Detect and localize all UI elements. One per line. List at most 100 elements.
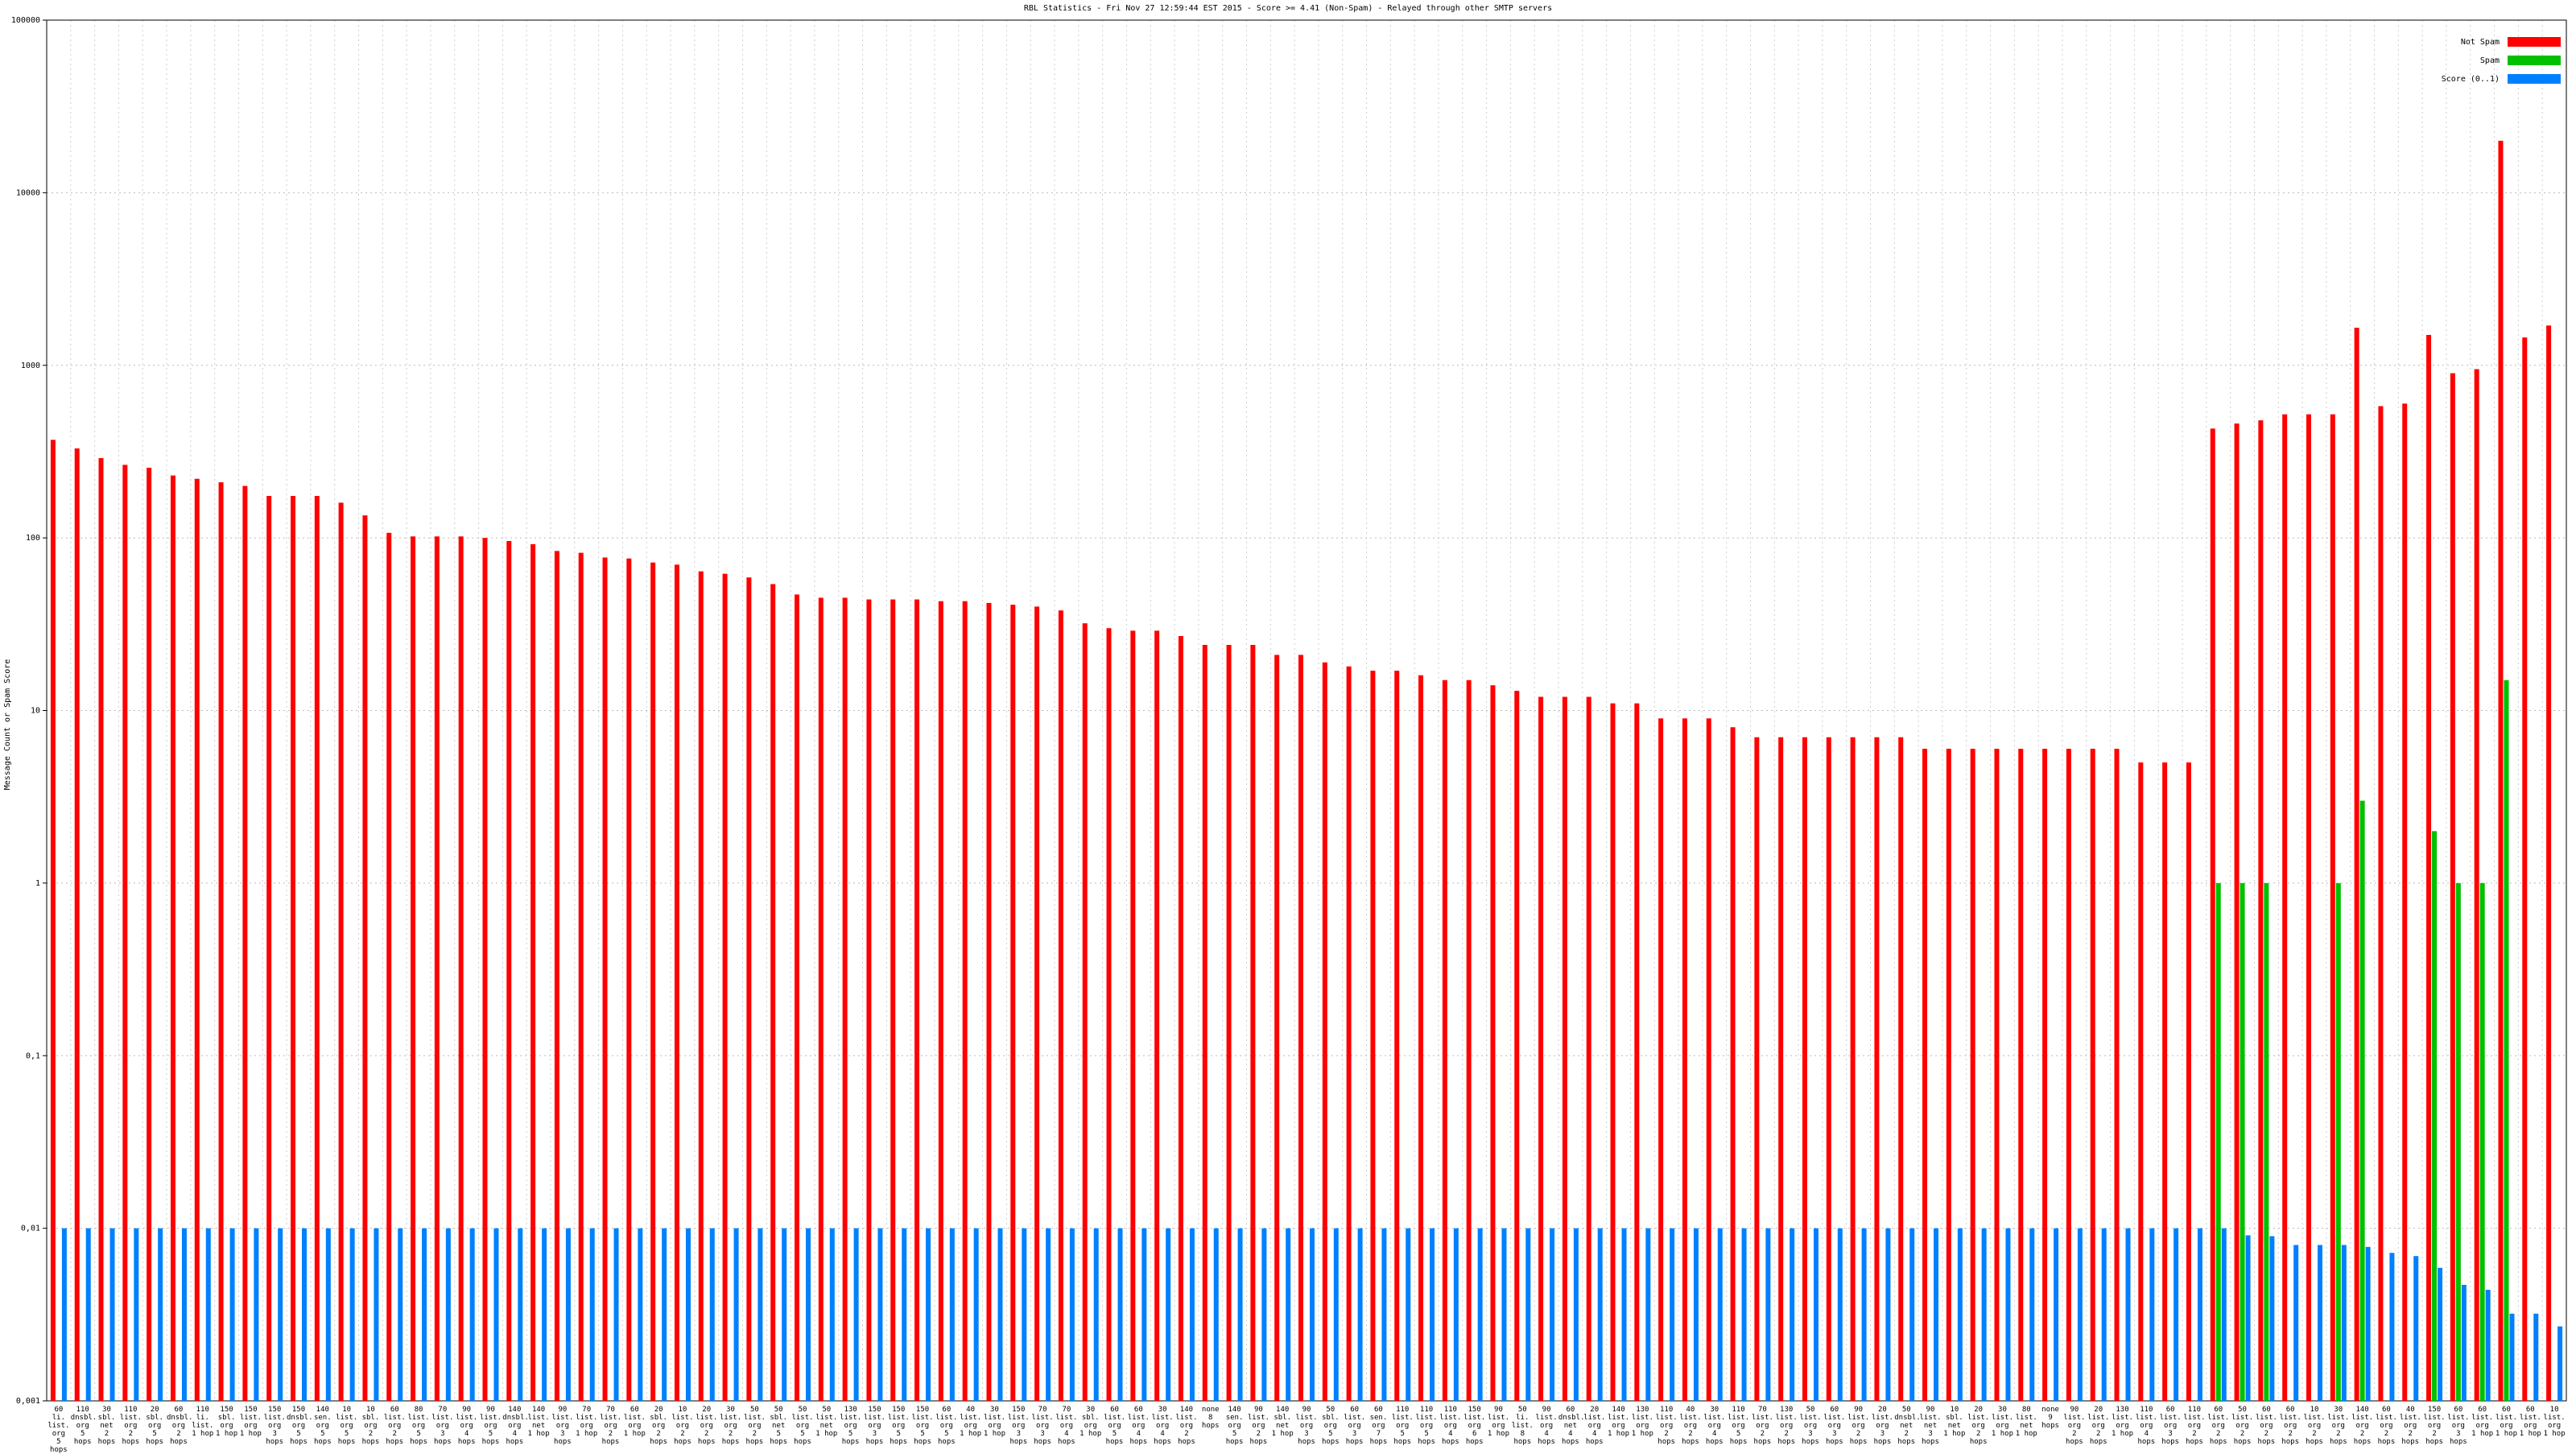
bar bbox=[806, 1228, 811, 1401]
legend-label: Score (0..1) bbox=[2442, 75, 2500, 84]
bar bbox=[1645, 1228, 1651, 1401]
bar bbox=[1226, 644, 1232, 1401]
bar bbox=[1357, 1228, 1363, 1401]
bar bbox=[61, 1228, 67, 1401]
bar bbox=[602, 557, 608, 1402]
bar bbox=[902, 1228, 907, 1401]
x-tick-label: 60 list. org 1 hop bbox=[2495, 1406, 2518, 1438]
bar bbox=[1837, 1228, 1843, 1401]
x-tick-label: 30 sbl. net 2 hops bbox=[97, 1406, 116, 1446]
bar bbox=[1861, 1228, 1867, 1401]
bar bbox=[1501, 1228, 1507, 1401]
bar bbox=[1370, 671, 1376, 1401]
y-tick-label: 100000 bbox=[11, 16, 40, 25]
bar bbox=[325, 1228, 331, 1401]
x-tick-label: 80 list. net 1 hop bbox=[2015, 1406, 2037, 1438]
x-tick-label: 110 list. org 4 hops bbox=[1439, 1406, 1462, 1446]
bar bbox=[1466, 679, 1472, 1401]
bar bbox=[650, 562, 656, 1401]
bar bbox=[949, 1228, 955, 1401]
bar bbox=[1202, 644, 1208, 1401]
x-tick-label: 20 sbl. org 2 hops bbox=[650, 1406, 667, 1446]
bar bbox=[2479, 882, 2485, 1401]
x-tick-label: 140 sbl. net 1 hop bbox=[1271, 1406, 1294, 1438]
bar bbox=[770, 584, 776, 1401]
bar bbox=[1730, 727, 1736, 1401]
x-tick-label: 60 list. org 3 hops bbox=[1344, 1406, 1366, 1446]
x-tick-label: 60 sen. org 7 hops bbox=[1369, 1406, 1388, 1446]
bar bbox=[1381, 1228, 1387, 1401]
bar bbox=[1418, 675, 1424, 1401]
bar bbox=[254, 1228, 259, 1401]
bar bbox=[1286, 1228, 1291, 1401]
bar bbox=[1754, 737, 1760, 1401]
bar bbox=[578, 552, 584, 1402]
bar bbox=[1069, 1228, 1075, 1401]
x-tick-label: 140 sen. org 5 hops bbox=[313, 1406, 332, 1446]
bar bbox=[469, 1228, 475, 1401]
bar bbox=[685, 1228, 691, 1401]
legend-swatch bbox=[2508, 74, 2561, 84]
x-tick-label: 150 list. org 2 hops bbox=[2423, 1406, 2446, 1446]
bar bbox=[1741, 1228, 1747, 1401]
bar bbox=[1658, 718, 1664, 1401]
x-tick-label: 60 dnsbl. org 2 hops bbox=[166, 1406, 193, 1446]
x-tick-label: 90 list. org 4 hops bbox=[456, 1406, 478, 1446]
x-tick-label: 140 list. org 1 hop bbox=[1607, 1406, 1630, 1438]
bar bbox=[314, 496, 320, 1402]
x-tick-label: 50 list. org 3 hops bbox=[1799, 1406, 1822, 1446]
y-tick-label: 10000 bbox=[16, 188, 40, 197]
x-tick-label: 60 list. org 2 hops bbox=[2279, 1406, 2301, 1446]
x-tick-label: 140 list. org 2 hops bbox=[2351, 1406, 2374, 1446]
bar bbox=[1189, 1228, 1195, 1401]
bar bbox=[542, 1228, 547, 1401]
bar bbox=[1093, 1228, 1099, 1401]
bar bbox=[722, 573, 728, 1401]
bar bbox=[733, 1228, 739, 1401]
bar bbox=[638, 1228, 643, 1401]
bar bbox=[1957, 1228, 1963, 1401]
y-tick-label: 0,001 bbox=[16, 1397, 40, 1406]
x-tick-label: 60 list. org 1 hop bbox=[2519, 1406, 2541, 1438]
bar bbox=[2221, 1228, 2227, 1401]
x-tick-label: 130 list. org 2 hops bbox=[1775, 1406, 1798, 1446]
bar bbox=[2330, 414, 2335, 1401]
bar bbox=[938, 601, 943, 1401]
bar bbox=[2438, 1267, 2443, 1401]
x-tick-label: 50 list. org 2 hops bbox=[2231, 1406, 2254, 1446]
x-tick-label: 40 list. org 2 hops bbox=[1679, 1406, 1702, 1446]
x-tick-label: 140 sen. org 5 hops bbox=[1225, 1406, 1244, 1446]
bar bbox=[1525, 1228, 1531, 1401]
bar bbox=[1310, 1228, 1315, 1401]
x-tick-label: 150 list. org 3 hops bbox=[263, 1406, 286, 1446]
bar bbox=[518, 1228, 523, 1401]
x-tick-label: 110 dnsbl. org 5 hops bbox=[70, 1406, 97, 1446]
x-tick-label: 110 list. org 2 hops bbox=[1655, 1406, 1678, 1446]
bar bbox=[194, 478, 200, 1401]
bar bbox=[2162, 762, 2168, 1401]
bar bbox=[506, 540, 512, 1402]
x-tick-label: 110 li. list. 1 hop bbox=[192, 1406, 214, 1438]
x-tick-label: 70 list. org 4 hops bbox=[1055, 1406, 1078, 1446]
bar bbox=[1693, 1228, 1699, 1401]
bar bbox=[1141, 1228, 1147, 1401]
bar bbox=[2245, 1235, 2251, 1401]
bar bbox=[2125, 1228, 2131, 1401]
x-tick-label: 60 list. org 5 hops bbox=[1103, 1406, 1126, 1446]
bar bbox=[926, 1228, 931, 1401]
bar bbox=[626, 558, 632, 1402]
bar bbox=[1333, 1228, 1339, 1401]
bar bbox=[2546, 325, 2552, 1401]
x-tick-label: 50 sbl. net 5 hops bbox=[770, 1406, 788, 1446]
x-tick-label: 60 li. list. org 5 hops bbox=[47, 1406, 70, 1454]
bar bbox=[1261, 1228, 1267, 1401]
bar bbox=[493, 1228, 499, 1401]
bar bbox=[1621, 1228, 1627, 1401]
bar bbox=[962, 601, 968, 1401]
bar bbox=[866, 599, 872, 1401]
x-tick-label: 150 list. org 5 hops bbox=[911, 1406, 934, 1446]
bar bbox=[782, 1228, 787, 1401]
x-tick-label: 50 li. list. 8 hops bbox=[1511, 1406, 1534, 1446]
bar bbox=[1562, 696, 1567, 1401]
